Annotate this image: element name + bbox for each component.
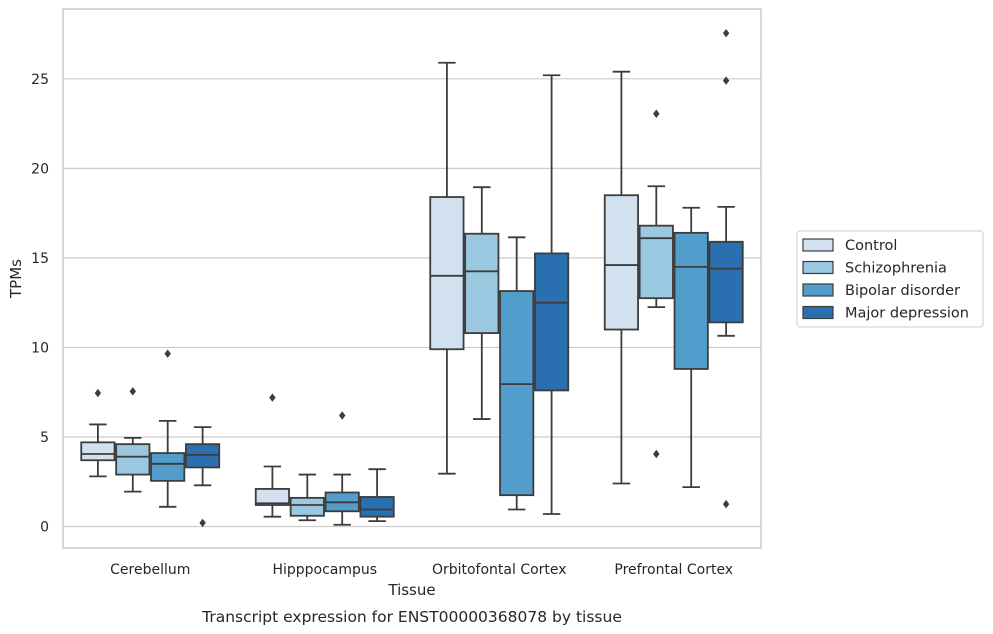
y-tick-label: 15	[31, 251, 49, 267]
box-schizophrenia	[289, 473, 325, 522]
legend-label: Control	[845, 238, 897, 254]
legend: Control Schizophrenia Bipolar disorder Majo…	[796, 230, 984, 328]
box-bipolar-disorder	[673, 206, 709, 489]
outlier-point	[722, 28, 730, 38]
outlier-point	[269, 393, 276, 402]
legend-label: Bipolar disorder	[845, 283, 960, 299]
box-iqr	[708, 240, 744, 324]
box-iqr	[115, 443, 151, 476]
box-iqr	[464, 232, 500, 335]
y-tick-labels: 0 5 10 15 20 25	[31, 72, 49, 536]
x-tick-label: Cerebellum	[110, 562, 190, 578]
box-schizophrenia	[638, 109, 674, 459]
x-tick-label: Prefrontal Cortex	[614, 562, 733, 578]
box-major-depression	[534, 74, 570, 515]
chart-caption: Transcript expression for ENST0000036807…	[201, 608, 622, 626]
box-iqr	[289, 496, 325, 517]
x-tick-label: Hipppocampus	[272, 562, 377, 578]
legend-label: Major depression	[845, 306, 969, 322]
box-control	[429, 61, 465, 475]
y-tick-label: 10	[31, 340, 49, 356]
y-tick-label: 5	[40, 430, 49, 446]
x-tick-labels: Cerebellum Hipppocampus Orbitofontal Corte…	[110, 562, 733, 578]
box-iqr	[359, 496, 395, 518]
grid-lines	[63, 78, 761, 528]
box-iqr	[603, 194, 639, 331]
box-bipolar-disorder	[499, 236, 535, 511]
box-major-depression	[185, 426, 221, 528]
box-major-depression	[708, 28, 744, 509]
outlier-point	[339, 411, 346, 420]
outlier-point	[653, 449, 660, 459]
outlier-point	[722, 76, 730, 85]
y-tick-label: 0	[40, 520, 49, 536]
box-bipolar-disorder	[324, 411, 360, 526]
box-control	[603, 70, 639, 485]
box-iqr	[638, 224, 674, 300]
box-iqr	[254, 488, 290, 506]
legend-swatch	[802, 260, 834, 275]
box-major-depression	[359, 468, 395, 523]
box-control	[254, 393, 290, 518]
outlier-point	[129, 387, 136, 396]
box-iqr	[150, 452, 186, 482]
box-iqr	[673, 231, 709, 370]
box-elements	[80, 28, 744, 528]
legend-swatch	[802, 283, 834, 297]
outlier-point	[199, 518, 206, 528]
y-tick-label: 25	[31, 72, 49, 88]
legend-swatch	[802, 305, 834, 320]
plot-frame	[62, 8, 762, 549]
outlier-point	[94, 388, 102, 398]
box-control	[80, 388, 116, 478]
x-tick-label: Orbitofontal Cortex	[432, 562, 567, 578]
box-bipolar-disorder	[150, 349, 186, 508]
box-iqr	[499, 290, 535, 497]
box-iqr	[80, 441, 116, 462]
outlier-point	[653, 109, 660, 118]
legend-frame	[796, 230, 984, 328]
x-axis-label: Tissue	[387, 581, 435, 599]
box-iqr	[534, 252, 570, 392]
y-tick-label: 20	[31, 161, 49, 177]
outlier-point	[722, 499, 730, 509]
legend-label: Schizophrenia	[845, 261, 947, 277]
outlier-point	[164, 349, 171, 358]
legend-swatch	[802, 238, 834, 252]
box-schizophrenia	[115, 387, 151, 493]
y-axis-label: TPMs	[7, 259, 25, 299]
box-schizophrenia	[464, 186, 500, 420]
box-iqr	[429, 196, 465, 351]
